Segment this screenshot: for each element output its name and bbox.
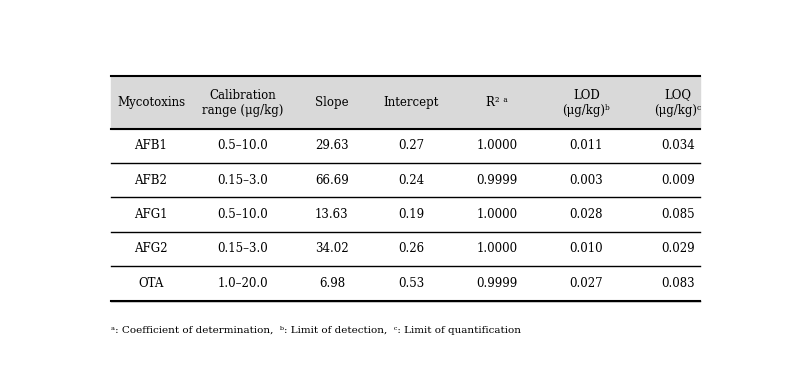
- Text: 0.26: 0.26: [399, 242, 425, 255]
- Text: 0.009: 0.009: [661, 174, 695, 187]
- Text: 0.5–10.0: 0.5–10.0: [218, 208, 268, 221]
- Text: 34.02: 34.02: [315, 242, 349, 255]
- Text: OTA: OTA: [138, 277, 164, 290]
- Text: 0.15–3.0: 0.15–3.0: [218, 174, 268, 187]
- Text: 0.5–10.0: 0.5–10.0: [218, 139, 268, 152]
- Text: Mycotoxins: Mycotoxins: [117, 96, 185, 109]
- Text: AFB1: AFB1: [134, 139, 168, 152]
- Text: 0.19: 0.19: [399, 208, 425, 221]
- Text: 0.9999: 0.9999: [477, 277, 518, 290]
- Text: 0.085: 0.085: [661, 208, 695, 221]
- Text: 1.0000: 1.0000: [477, 208, 518, 221]
- Text: AFG1: AFG1: [134, 208, 168, 221]
- Text: 0.011: 0.011: [570, 139, 603, 152]
- Text: 0.003: 0.003: [570, 174, 603, 187]
- Text: 13.63: 13.63: [315, 208, 349, 221]
- Text: 1.0–20.0: 1.0–20.0: [218, 277, 268, 290]
- Text: 66.69: 66.69: [315, 174, 349, 187]
- Text: 0.034: 0.034: [661, 139, 695, 152]
- Text: 6.98: 6.98: [319, 277, 345, 290]
- Text: 0.24: 0.24: [399, 174, 425, 187]
- Text: AFB2: AFB2: [134, 174, 168, 187]
- Text: 29.63: 29.63: [315, 139, 349, 152]
- Text: 1.0000: 1.0000: [477, 242, 518, 255]
- Text: 0.029: 0.029: [661, 242, 695, 255]
- Text: 0.9999: 0.9999: [477, 174, 518, 187]
- Text: 1.0000: 1.0000: [477, 139, 518, 152]
- Bar: [111, 76, 699, 129]
- Text: 0.15–3.0: 0.15–3.0: [218, 242, 268, 255]
- Text: 0.27: 0.27: [399, 139, 425, 152]
- Text: 0.083: 0.083: [661, 277, 695, 290]
- Text: LOD
(μg/kg)ᵇ: LOD (μg/kg)ᵇ: [562, 88, 610, 116]
- Text: 0.028: 0.028: [570, 208, 603, 221]
- Text: Calibration
range (μg/kg): Calibration range (μg/kg): [202, 88, 284, 116]
- Text: 0.53: 0.53: [399, 277, 425, 290]
- Text: AFG2: AFG2: [134, 242, 168, 255]
- Text: Slope: Slope: [315, 96, 349, 109]
- Text: Intercept: Intercept: [384, 96, 439, 109]
- Text: ᵃ: Coefficient of determination,  ᵇ: Limit of detection,  ᶜ: Limit of quantifica: ᵃ: Coefficient of determination, ᵇ: Limi…: [111, 326, 521, 335]
- Text: 0.027: 0.027: [570, 277, 603, 290]
- Text: 0.010: 0.010: [570, 242, 603, 255]
- Text: LOQ
(μg/kg)ᶜ: LOQ (μg/kg)ᶜ: [655, 88, 702, 116]
- Text: R² ᵃ: R² ᵃ: [486, 96, 509, 109]
